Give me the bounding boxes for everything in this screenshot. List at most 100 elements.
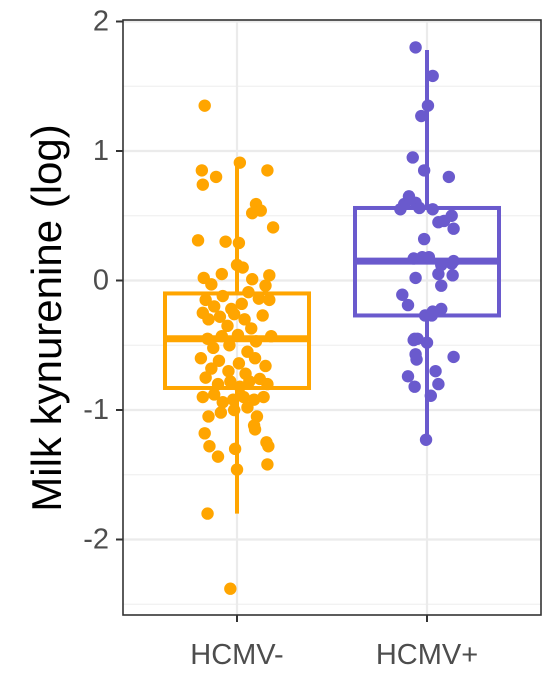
- data-point: [407, 333, 420, 347]
- data-point: [224, 375, 237, 388]
- data-point: [233, 156, 247, 169]
- data-point: [266, 221, 280, 234]
- data-point: [421, 99, 435, 112]
- data-point: [426, 69, 439, 83]
- data-point: [222, 364, 235, 378]
- data-point: [246, 273, 259, 286]
- y-tick-label: -2: [83, 524, 109, 556]
- data-point: [194, 352, 208, 365]
- y-tick-label: 0: [93, 265, 109, 297]
- data-point: [227, 403, 241, 417]
- data-point: [202, 313, 215, 326]
- data-point: [259, 279, 272, 292]
- data-point: [435, 279, 448, 292]
- data-point: [211, 450, 225, 463]
- data-point: [236, 261, 249, 274]
- data-point: [233, 380, 247, 393]
- data-point: [245, 322, 258, 335]
- data-point: [241, 401, 254, 414]
- data-point: [409, 271, 422, 285]
- data-point: [422, 250, 436, 264]
- data-point: [215, 329, 228, 343]
- x-tick-label: HCMV-: [190, 639, 283, 671]
- data-point: [215, 267, 228, 281]
- data-point: [413, 201, 426, 215]
- data-point: [265, 329, 278, 343]
- data-point: [227, 307, 241, 321]
- data-point: [256, 309, 269, 322]
- axes: 2 1 0 -1 -2 HCMV- HCMV+: [83, 6, 478, 672]
- data-point: [415, 109, 428, 123]
- point-layer: [191, 41, 460, 595]
- data-point: [238, 313, 251, 326]
- data-point: [406, 151, 419, 164]
- data-point: [213, 310, 227, 323]
- data-point: [425, 309, 438, 322]
- data-point: [196, 390, 209, 404]
- data-point: [420, 336, 434, 349]
- data-point: [209, 170, 223, 184]
- grid-lines: [123, 20, 541, 615]
- data-point: [249, 335, 263, 348]
- data-point: [432, 267, 445, 281]
- data-point: [216, 289, 229, 303]
- data-point: [409, 41, 422, 54]
- data-point: [198, 427, 211, 440]
- data-point: [445, 209, 458, 222]
- data-point: [447, 222, 460, 235]
- data-point: [248, 423, 262, 436]
- y-tick-label: 1: [93, 135, 109, 167]
- data-point: [235, 297, 248, 311]
- data-point: [199, 371, 212, 384]
- data-point: [432, 377, 445, 391]
- data-point: [396, 288, 409, 301]
- data-point: [252, 292, 266, 305]
- data-point: [429, 364, 442, 378]
- data-point: [232, 236, 246, 250]
- data-point: [424, 389, 437, 402]
- data-point: [201, 507, 214, 520]
- data-point: [216, 396, 229, 409]
- data-point: [205, 362, 218, 375]
- data-point: [261, 164, 274, 177]
- data-point: [419, 433, 433, 446]
- data-point: [228, 442, 242, 456]
- data-point: [195, 164, 209, 177]
- data-point: [198, 99, 211, 112]
- data-point: [408, 380, 421, 393]
- data-point: [446, 269, 459, 282]
- data-point: [223, 339, 236, 352]
- data-point: [447, 350, 460, 364]
- data-point: [401, 370, 415, 383]
- data-point: [208, 300, 221, 313]
- data-point: [261, 458, 274, 471]
- data-point: [212, 354, 226, 367]
- data-point: [262, 440, 275, 453]
- data-point: [230, 463, 244, 476]
- data-point: [203, 440, 216, 453]
- data-point: [201, 332, 214, 345]
- data-point: [237, 390, 250, 404]
- data-point: [224, 582, 237, 595]
- data-point: [442, 170, 456, 184]
- data-point: [231, 328, 245, 342]
- data-point: [248, 352, 262, 365]
- data-point: [219, 235, 232, 248]
- data-point: [214, 406, 228, 419]
- data-point: [205, 278, 218, 291]
- data-point: [417, 232, 431, 246]
- y-axis-title: Milk kynurenine (log): [23, 124, 70, 511]
- data-point: [417, 164, 431, 177]
- data-point: [426, 203, 439, 216]
- data-point: [196, 178, 209, 191]
- data-point: [263, 293, 276, 307]
- data-point: [221, 319, 234, 333]
- data-point: [243, 375, 256, 388]
- data-point: [211, 377, 225, 391]
- data-point: [257, 390, 270, 404]
- data-point: [254, 204, 267, 217]
- data-point: [447, 254, 460, 268]
- data-point: [261, 377, 274, 391]
- data-point: [259, 359, 272, 373]
